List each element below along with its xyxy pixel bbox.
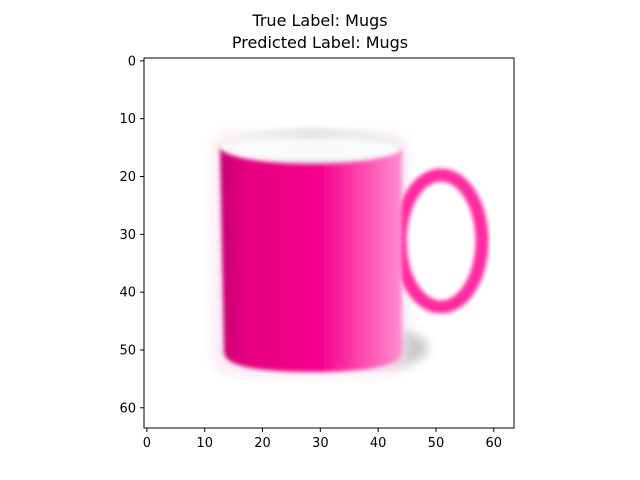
y-tick-label: 10 (119, 112, 136, 127)
x-tick-label: 20 (254, 436, 271, 451)
x-tick-label: 10 (196, 436, 213, 451)
y-tick-label: 40 (119, 286, 136, 301)
mug-body (220, 148, 402, 372)
x-tick-label: 0 (143, 436, 151, 451)
mug-image (144, 58, 514, 428)
title-predicted-label: Predicted Label: Mugs (231, 33, 409, 52)
x-axis-ticks: 0 10 20 30 40 50 60 (143, 428, 502, 451)
x-tick-label: 40 (370, 436, 387, 451)
x-tick-label: 60 (485, 436, 502, 451)
axes-frame (143, 57, 515, 429)
y-tick-label: 20 (119, 170, 136, 185)
y-tick-label: 0 (128, 54, 136, 69)
y-tick-label: 30 (119, 228, 136, 243)
x-tick-label: 50 (428, 436, 445, 451)
y-axis-ticks: 0 10 20 30 40 50 60 (119, 54, 144, 416)
x-tick-label: 30 (312, 436, 329, 451)
y-tick-label: 60 (119, 401, 136, 416)
title-true-label: True Label: Mugs (252, 11, 388, 30)
y-tick-label: 50 (119, 343, 136, 358)
